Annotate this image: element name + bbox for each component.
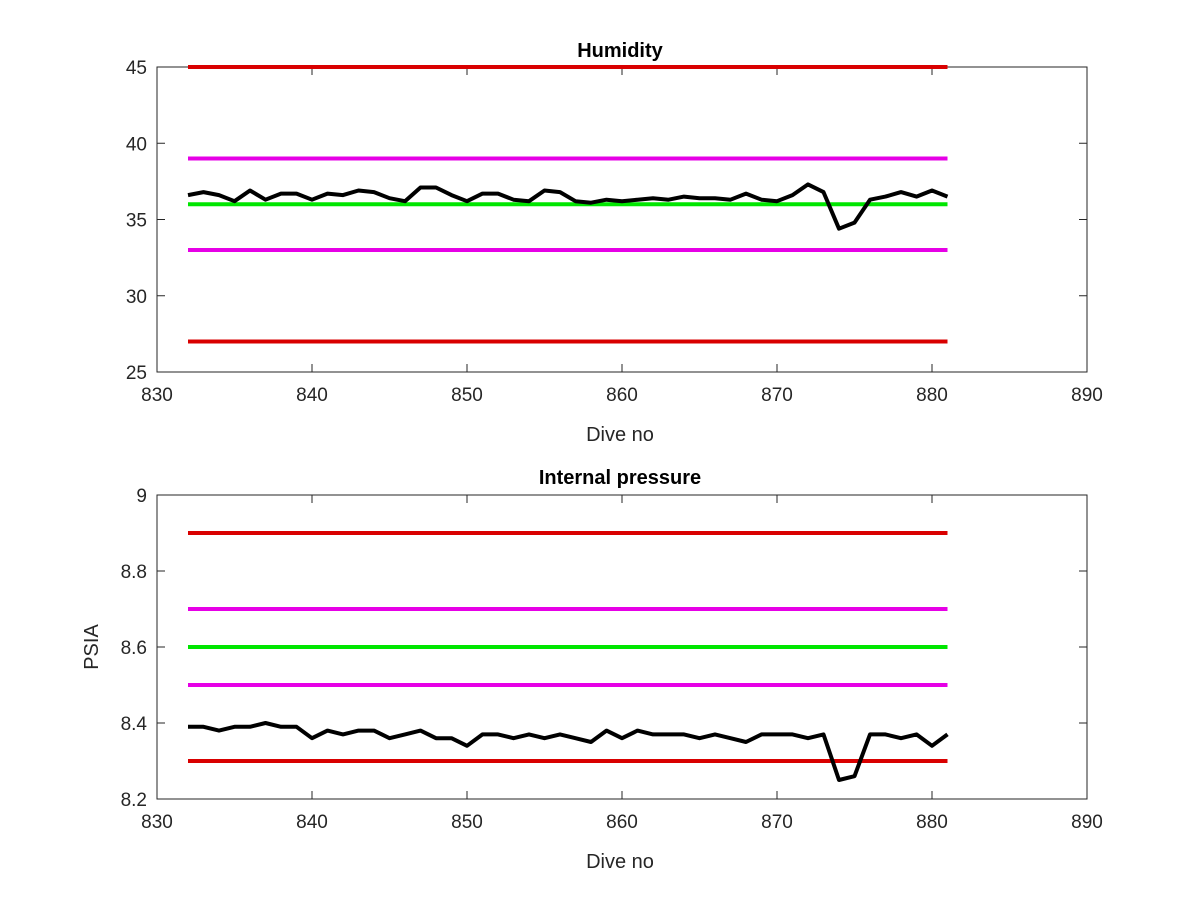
x-tick-label: 850 xyxy=(451,812,483,833)
x-axis-label: Dive no xyxy=(586,851,654,873)
x-tick-label: 890 xyxy=(1071,812,1103,833)
plot-area xyxy=(156,66,1088,373)
series-line xyxy=(188,721,949,782)
y-tick-label: 9 xyxy=(136,486,147,507)
x-tick-label: 890 xyxy=(1071,385,1103,406)
x-tick-label: 870 xyxy=(761,385,793,406)
y-tick-label: 8.8 xyxy=(121,562,147,583)
chart-title: Internal pressure xyxy=(539,467,701,489)
y-tick-label: 8.6 xyxy=(121,638,147,659)
x-tick-label: 860 xyxy=(606,812,638,833)
y-tick-label: 8.2 xyxy=(121,790,147,811)
y-axis-label: PSIA xyxy=(81,624,103,670)
y-tick-label: 45 xyxy=(126,58,147,79)
y-tick-label: 40 xyxy=(126,134,147,155)
x-tick-label: 880 xyxy=(916,385,948,406)
series-line xyxy=(187,182,949,231)
internal-pressure-chart: Internal pressure Dive no PSIA 830 840 850… xyxy=(81,467,1103,873)
y-tick-label: 30 xyxy=(126,287,147,308)
x-tick-label: 860 xyxy=(606,385,638,406)
x-tick-label: 850 xyxy=(451,385,483,406)
x-axis-label: Dive no xyxy=(586,424,654,446)
x-tick-label: 880 xyxy=(916,812,948,833)
y-tick-label: 35 xyxy=(126,211,147,232)
chart-title: Humidity xyxy=(577,40,663,62)
x-tick-label: 870 xyxy=(761,812,793,833)
x-tick-label: 830 xyxy=(141,385,173,406)
x-tick-label: 830 xyxy=(141,812,173,833)
y-tick-label: 8.4 xyxy=(121,714,148,735)
x-tick-label: 840 xyxy=(296,812,328,833)
x-tick-label: 840 xyxy=(296,385,328,406)
y-tick-label: 25 xyxy=(126,363,147,384)
humidity-chart: Humidity Dive no 830 840 850 860 870 880 890 25… xyxy=(126,40,1103,446)
